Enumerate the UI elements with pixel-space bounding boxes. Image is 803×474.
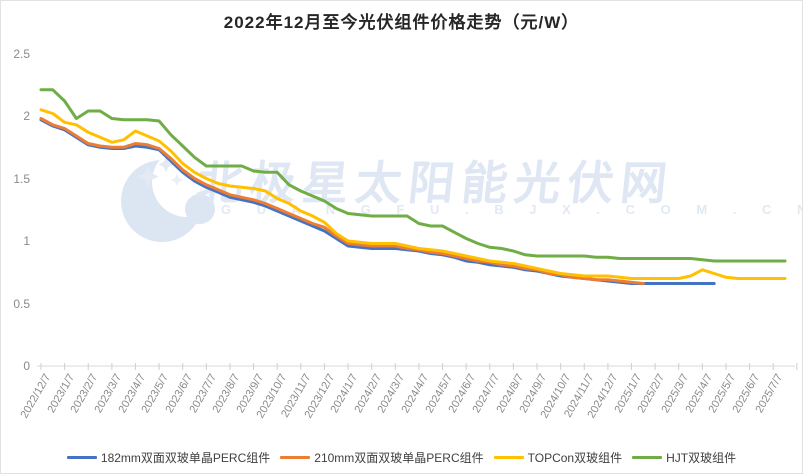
legend-item-0: 182mm双面双玻单晶PERC组件 (66, 449, 271, 466)
legend-label: 182mm双面双玻单晶PERC组件 (100, 451, 271, 465)
legend-label: 210mm双面双玻单晶PERC组件 (314, 451, 484, 465)
legend-line-marker (632, 456, 663, 459)
y-tick-label: 1.5 (13, 171, 30, 186)
legend-item-1: 210mm双面双玻单晶PERC组件 (280, 449, 484, 466)
legend-label: HJT双玻组件 (666, 451, 737, 465)
chart-title: 2022年12月至今光伏组件价格走势（元/W） (223, 13, 580, 32)
y-tick-label: 0 (23, 359, 30, 373)
y-tick-label: 2 (23, 109, 30, 123)
chart-legend: 182mm双面双玻单晶PERC组件 210mm双面双玻单晶PERC组件 TOPCon… (1, 449, 802, 466)
legend-item-3: HJT双玻组件 (632, 449, 736, 466)
legend-label: TOPCon双玻组件 (527, 451, 623, 465)
legend-line-marker (280, 456, 311, 459)
series-line-1 (39, 117, 645, 285)
y-tick-label: 1 (23, 234, 30, 248)
y-tick-label: 0.5 (13, 296, 30, 311)
legend-item-2: TOPCon双玻组件 (493, 449, 623, 466)
series-line-3 (39, 88, 787, 263)
legend-line-marker (493, 456, 524, 459)
series-line-2 (39, 108, 787, 280)
legend-line-marker (66, 456, 97, 459)
y-tick-label: 2.5 (13, 46, 30, 61)
